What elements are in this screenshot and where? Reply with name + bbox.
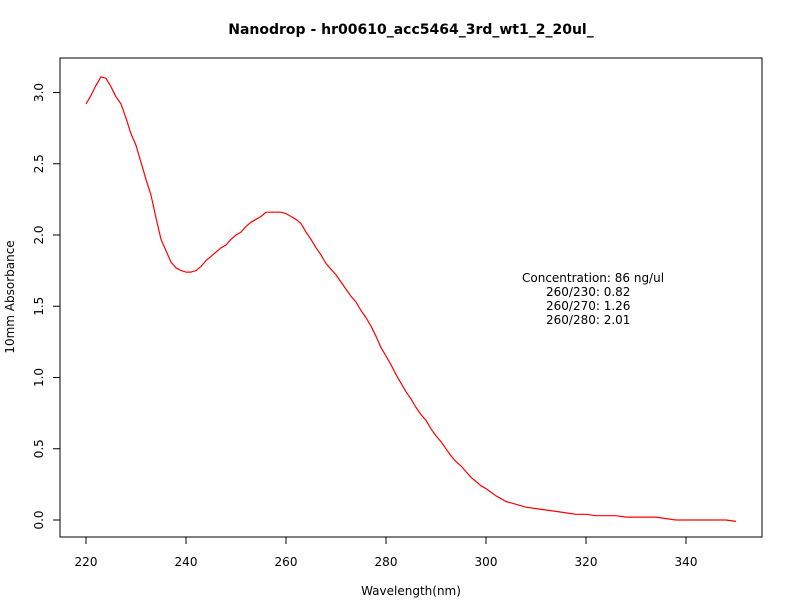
y-tick-label: 3.0 [32,83,46,102]
x-tick-label: 240 [175,555,198,569]
annotation-ratio-260-270: 260/270: 1.26 [546,299,630,313]
y-axis: 0.0 0.5 1.0 1.5 2.0 2.5 3.0 [32,83,61,530]
annotation-ratio-260-280: 260/280: 2.01 [546,313,630,327]
x-tick-label: 340 [675,555,698,569]
annotation-ratio-260-230: 260/230: 0.82 [546,285,630,299]
annotation-concentration: Concentration: 86 ng/ul [522,271,664,285]
y-axis-label: 10mm Absorbance [3,240,17,353]
x-axis: 220 240 260 280 300 320 340 [75,536,698,569]
chart-title: Nanodrop - hr00610_acc5464_3rd_wt1_2_20u… [228,22,593,38]
x-tick-label: 220 [75,555,98,569]
y-tick-label: 1.5 [32,297,46,316]
series-layer [85,76,737,522]
annotation-block: Concentration: 86 ng/ul 260/230: 0.82 26… [522,271,664,327]
y-tick-label: 2.0 [32,225,46,244]
plot-frame [59,57,763,538]
x-axis-label: Wavelength(nm) [361,584,461,598]
x-tick-label: 320 [575,555,598,569]
y-tick-label: 1.0 [32,368,46,387]
x-tick-label: 260 [275,555,298,569]
y-tick-label: 2.5 [32,154,46,173]
x-tick-label: 280 [375,555,398,569]
y-tick-label: 0.5 [32,439,46,458]
y-tick-label: 0.0 [32,510,46,529]
absorbance-series-line [85,76,737,522]
x-tick-label: 300 [475,555,498,569]
